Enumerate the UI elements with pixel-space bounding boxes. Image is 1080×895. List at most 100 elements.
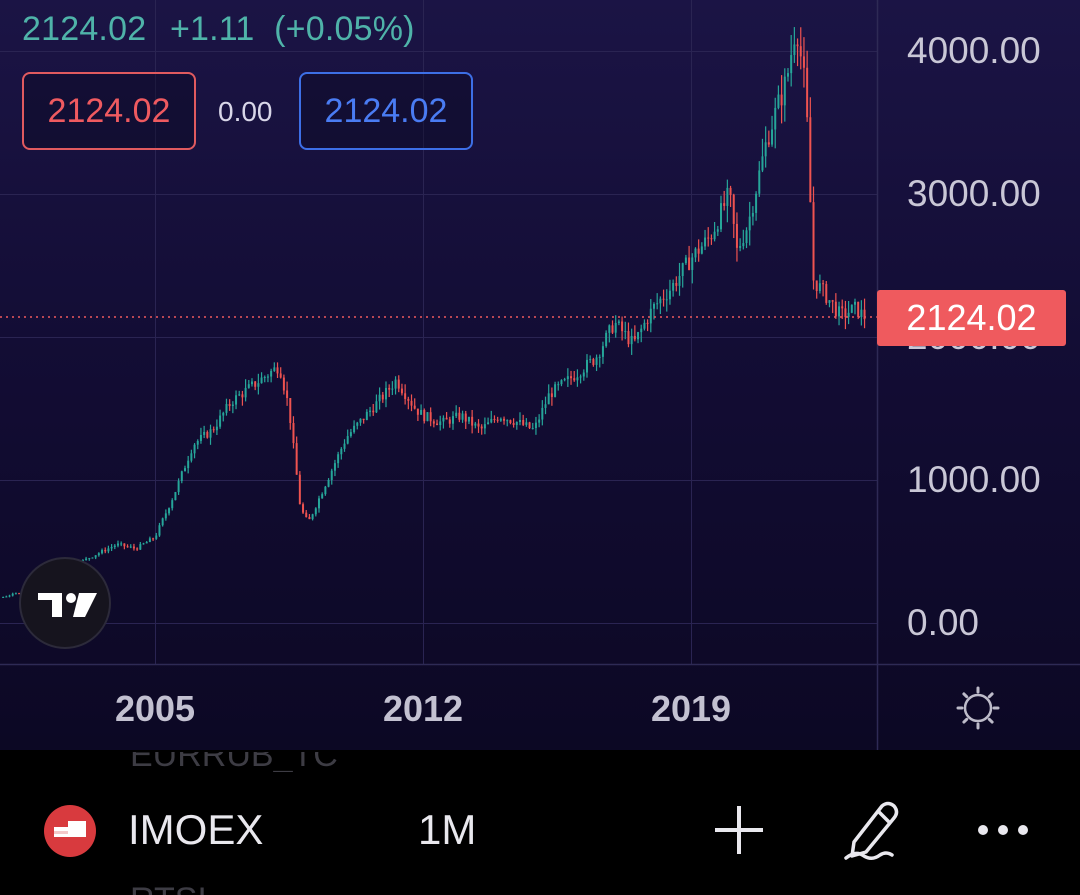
- candle-body: [707, 237, 710, 239]
- candle-body: [394, 379, 397, 389]
- candle-body: [506, 420, 509, 422]
- candle-body: [681, 263, 684, 277]
- candle-body: [732, 194, 735, 224]
- symbol-button[interactable]: IMOEX: [128, 806, 264, 853]
- candle-body: [346, 436, 349, 444]
- candle-body: [786, 73, 789, 77]
- change-percent: (+0.05%): [274, 10, 415, 48]
- candle-body: [171, 500, 174, 509]
- candle-body: [215, 426, 218, 431]
- candle-body: [713, 231, 716, 240]
- candle-body: [825, 284, 828, 303]
- candle-body: [595, 357, 598, 365]
- candle-body: [183, 468, 186, 472]
- candle-body: [822, 283, 825, 285]
- candle-body: [557, 384, 560, 386]
- watchlist-next-symbol[interactable]: RTSI: [130, 880, 207, 895]
- candle-body: [168, 508, 171, 514]
- buy-button[interactable]: 2124.02: [299, 72, 473, 150]
- candle-body: [828, 300, 831, 303]
- y-tick-label: 0.00: [907, 602, 980, 643]
- candle-body: [451, 416, 454, 424]
- candle-body: [158, 525, 161, 536]
- candle-body: [305, 512, 308, 517]
- candle-body: [8, 595, 11, 597]
- candle-body: [113, 545, 116, 547]
- candle-body: [499, 418, 502, 421]
- candle-body: [190, 453, 193, 461]
- candle-body: [298, 474, 301, 505]
- candle-body: [624, 331, 627, 333]
- candle-body: [164, 513, 167, 519]
- candle-body: [407, 398, 410, 401]
- candle-body: [289, 398, 292, 424]
- candle-body: [675, 282, 678, 286]
- candle-body: [566, 376, 569, 380]
- candle-body: [225, 404, 228, 413]
- candle-body: [88, 558, 91, 560]
- candle-body: [187, 460, 190, 469]
- candle-body: [359, 418, 362, 423]
- y-tick-label: 1000.00: [907, 459, 1041, 500]
- candle-body: [148, 538, 151, 543]
- candle-body: [448, 419, 451, 424]
- candle-body: [799, 46, 802, 57]
- candle-body: [254, 381, 257, 387]
- candle-body: [739, 246, 742, 248]
- candle-body: [515, 421, 518, 425]
- candle-body: [317, 498, 320, 509]
- candle-body: [617, 321, 620, 323]
- more-dots-icon[interactable]: [976, 820, 1030, 845]
- candle-body: [694, 248, 697, 258]
- candle-body: [222, 412, 225, 416]
- candle-body: [656, 303, 659, 305]
- candle-body: [461, 413, 464, 420]
- buy-price: 2124.02: [324, 91, 448, 130]
- candle-body: [244, 387, 247, 398]
- candle-body: [432, 421, 435, 424]
- candle-body: [608, 325, 611, 333]
- candle-body: [774, 107, 777, 130]
- candle-body: [735, 223, 738, 248]
- interval-button[interactable]: 1M: [418, 806, 477, 853]
- sell-button[interactable]: 2124.02: [22, 72, 196, 150]
- candle-body: [621, 321, 624, 332]
- candle-body: [101, 550, 104, 554]
- plus-icon[interactable]: [713, 804, 765, 861]
- candle-body: [531, 428, 534, 430]
- candle-body: [761, 156, 764, 171]
- candle-body: [726, 187, 729, 206]
- candle-body: [94, 555, 97, 558]
- candle-body: [678, 276, 681, 286]
- candlestick-chart[interactable]: [0, 0, 1080, 750]
- candle-body: [413, 405, 416, 409]
- candle-body: [534, 422, 537, 429]
- tradingview-logo-icon[interactable]: [19, 557, 111, 649]
- candle-body: [132, 546, 135, 549]
- candle-body: [139, 544, 142, 550]
- candle-body: [554, 384, 557, 397]
- candle-body: [544, 404, 547, 408]
- candle-body: [231, 404, 234, 407]
- candle-body: [337, 454, 340, 464]
- candle-body: [662, 298, 665, 300]
- chart-area[interactable]: 2124.02 +1.11 (+0.05%) 2124.02 0.00 2124…: [0, 0, 1080, 750]
- candle-body: [263, 377, 266, 379]
- candle-body: [640, 328, 643, 333]
- candle-body: [129, 546, 132, 548]
- watchlist-prev-symbol[interactable]: EURRUB_TC: [130, 752, 338, 772]
- candle-body: [563, 379, 566, 381]
- candle-body: [349, 432, 352, 437]
- candle-body: [668, 290, 671, 300]
- candle-body: [321, 494, 324, 499]
- settings-icon[interactable]: [955, 685, 1001, 736]
- candle-body: [745, 230, 748, 244]
- candle-body: [796, 44, 799, 47]
- candle-body: [219, 415, 222, 427]
- candle-body: [742, 243, 745, 247]
- candle-body: [841, 306, 844, 309]
- candle-body: [120, 543, 123, 545]
- candle-body: [353, 425, 356, 433]
- change-value: +1.11: [169, 10, 255, 48]
- pen-icon[interactable]: [842, 798, 904, 867]
